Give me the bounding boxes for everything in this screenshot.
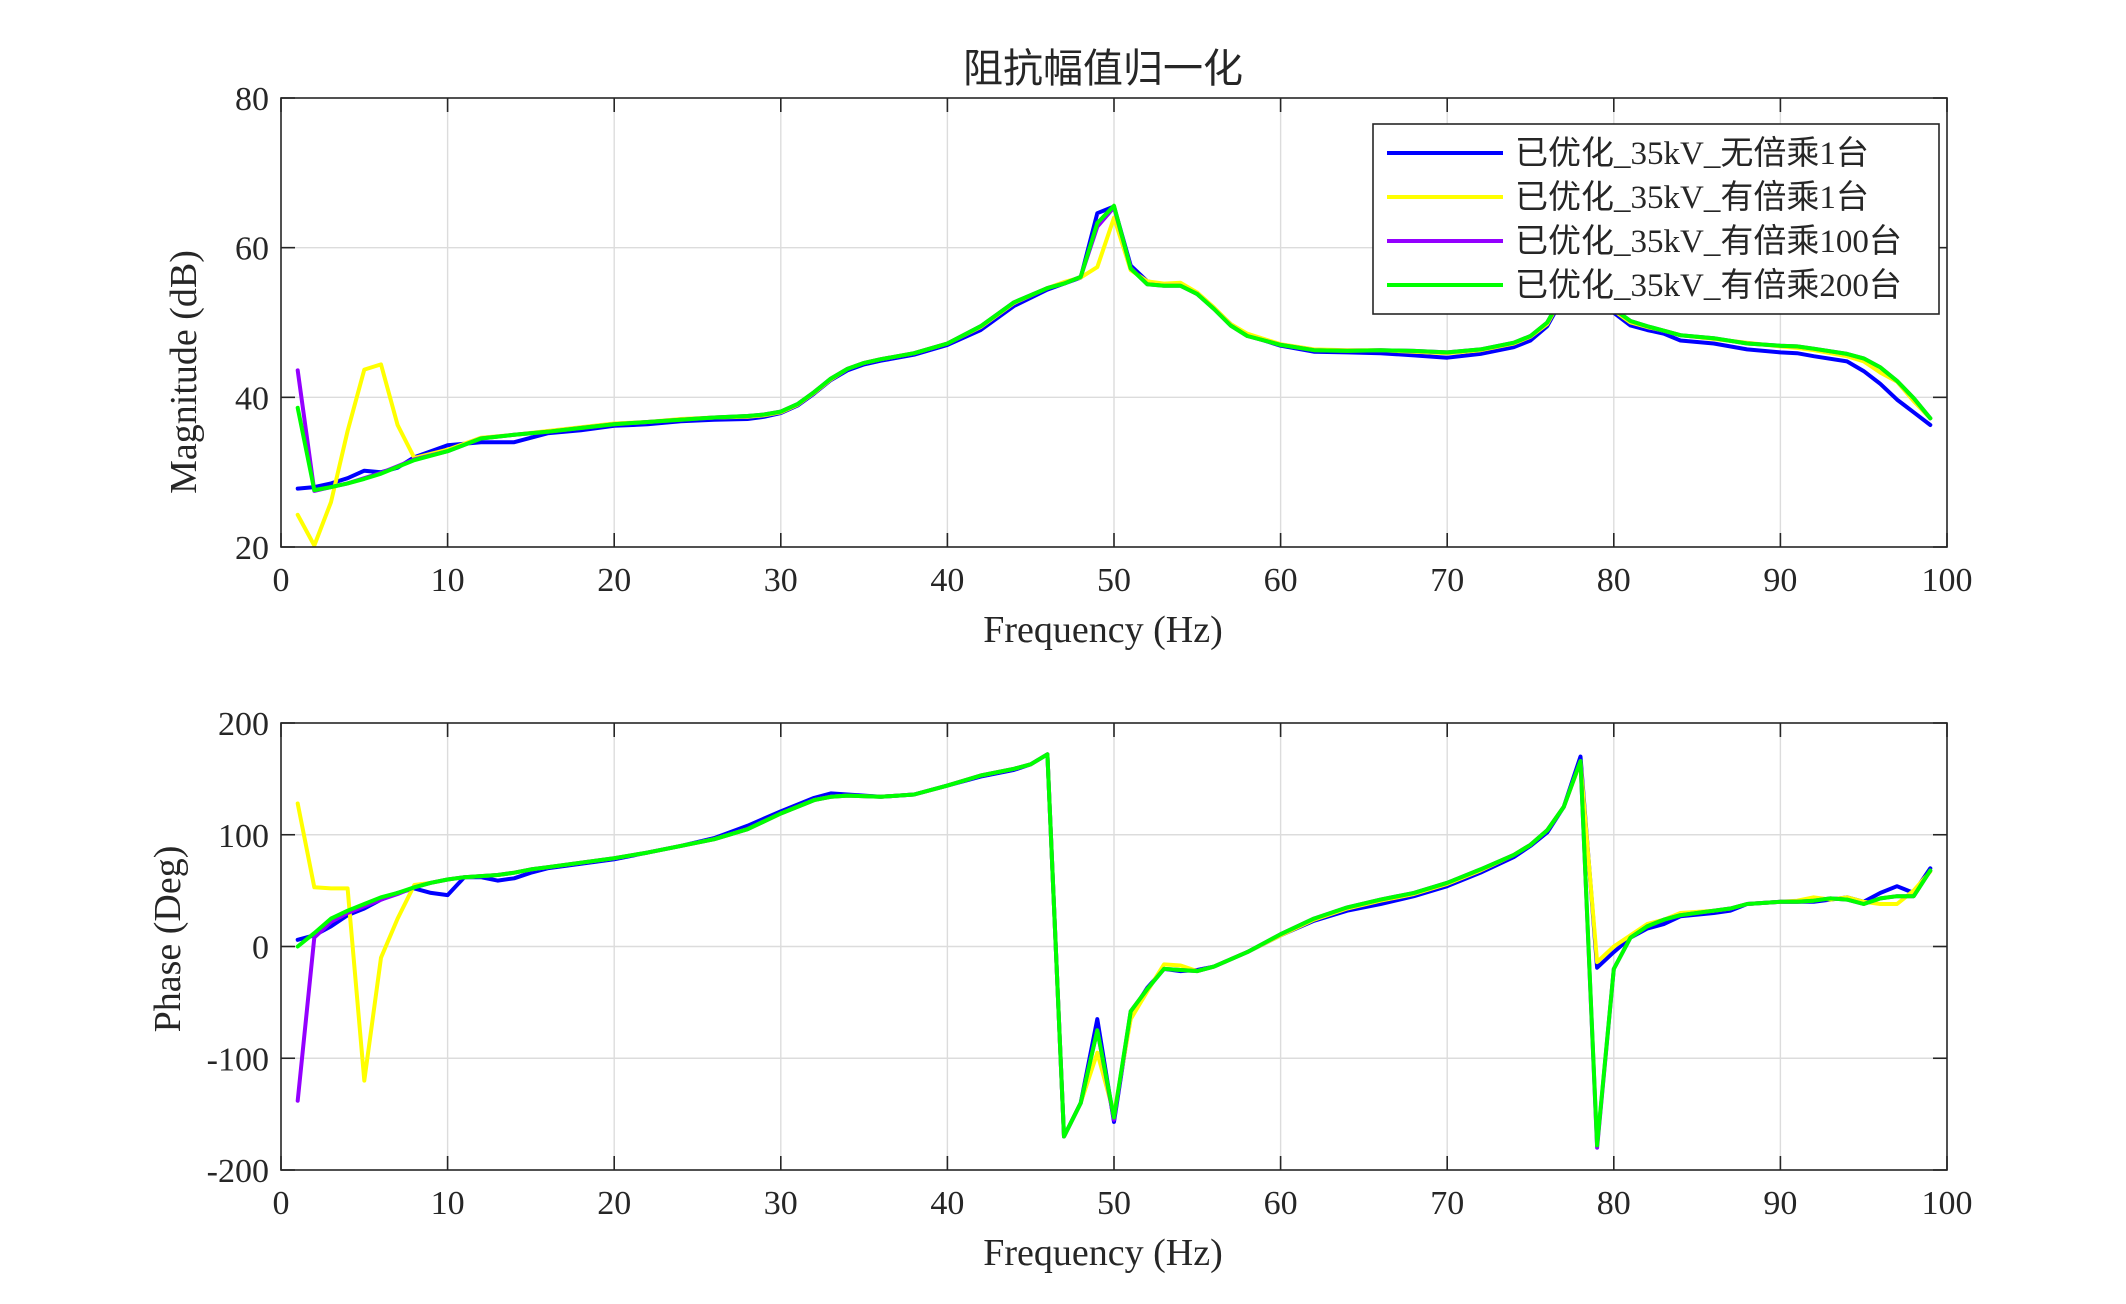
chart-title: 阻抗幅值归一化 (963, 46, 1243, 91)
phase-y-tick-label: 100 (218, 818, 269, 855)
magnitude-x-tick-label: 30 (764, 562, 798, 599)
legend-entry-1: 已优化_35kV_无倍乘1台 (1515, 135, 1869, 172)
phase-y-axis-label: Phase (Deg) (147, 846, 189, 1033)
phase-x-axis-label: Frequency (Hz) (983, 1232, 1223, 1274)
magnitude-y-tick-label: 40 (235, 380, 269, 417)
phase-x-tick-label: 100 (1922, 1185, 1973, 1222)
plot-layers: 0 10 20 30 40 50 60 70 80 90 10020406080已优化_35kV_无… (207, 81, 1973, 1222)
magnitude-x-tick-label: 90 (1763, 562, 1797, 599)
phase-x-tick-label: 60 (1264, 1185, 1298, 1222)
phase-y-tick-label: 200 (218, 706, 269, 743)
phase-x-tick-label: 30 (764, 1185, 798, 1222)
magnitude-x-tick-label: 10 (431, 562, 465, 599)
legend-entry-4: 已优化_35kV_有倍乘200台 (1515, 267, 1902, 304)
magnitude-x-axis-label: Frequency (Hz) (983, 609, 1223, 651)
phase-x-tick-label: 50 (1097, 1185, 1131, 1222)
legend: 已优化_35kV_无倍乘1台已优化_35kV_有倍乘1台已优化_35kV_有倍乘… (1373, 124, 1939, 314)
magnitude-y-axis-label: Magnitude (dB) (163, 250, 205, 494)
magnitude-y-tick-label: 20 (235, 530, 269, 567)
legend-entry-3: 已优化_35kV_有倍乘100台 (1515, 223, 1902, 260)
phase-x-tick-label: 90 (1763, 1185, 1797, 1222)
phase-x-tick-label: 10 (431, 1185, 465, 1222)
magnitude-x-tick-label: 60 (1264, 562, 1298, 599)
magnitude-y-tick-label: 60 (235, 231, 269, 268)
phase-x-tick-label: 40 (930, 1185, 964, 1222)
phase-axes: 0 10 20 30 40 50 60 70 80 90 100 -200 -100 0 100 200 (207, 706, 1973, 1222)
phase-x-tick-label: 70 (1430, 1185, 1464, 1222)
phase-x-tick-label: 80 (1597, 1185, 1631, 1222)
magnitude-x-tick-label: 40 (930, 562, 964, 599)
magnitude-axes: 0 10 20 30 40 50 60 70 80 90 100 20 40 60 80 已优化_35kV_无… (235, 81, 1973, 599)
magnitude-x-tick-label: 80 (1597, 562, 1631, 599)
phase-y-tick-label: 0 (252, 930, 269, 967)
magnitude-y-tick-label: 80 (235, 81, 269, 118)
magnitude-x-tick-label: 100 (1922, 562, 1973, 599)
phase-y-tick-label: -100 (207, 1041, 269, 1078)
legend-entry-2: 已优化_35kV_有倍乘1台 (1515, 179, 1869, 216)
phase-x-tick-label: 0 (273, 1185, 290, 1222)
magnitude-x-tick-label: 50 (1097, 562, 1131, 599)
magnitude-x-tick-label: 20 (597, 562, 631, 599)
magnitude-x-tick-label: 0 (273, 562, 290, 599)
phase-y-tick-label: -200 (207, 1153, 269, 1190)
phase-x-tick-label: 20 (597, 1185, 631, 1222)
magnitude-x-tick-label: 70 (1430, 562, 1464, 599)
